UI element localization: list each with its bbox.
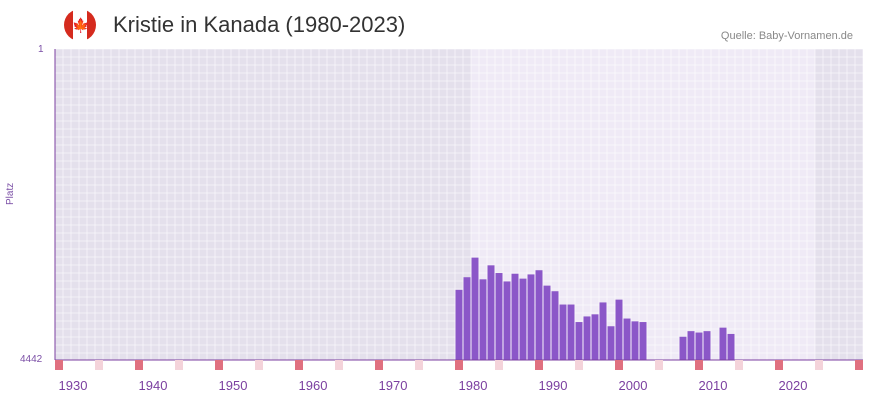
x-tick-1940: 1940 [139,378,168,393]
bar-1988 [535,270,543,360]
x-tick-2020: 2020 [779,378,808,393]
bar-2008 [695,332,703,360]
bar-1991 [559,304,567,360]
bar-1993 [575,322,583,360]
x-tick-2000: 2000 [619,378,648,393]
canada-flag-icon: 🍁 [64,9,96,41]
bar-2012 [727,333,735,360]
x-tick-1950: 1950 [219,378,248,393]
bar-2007 [687,331,695,360]
half-decade-marker [655,360,663,370]
y-tick-bottom: 4442 [20,354,43,365]
half-decade-marker [255,360,263,370]
bar-1979 [463,277,471,360]
x-tick-1930: 1930 [59,378,88,393]
bar-1982 [487,265,495,360]
half-decade-marker [575,360,583,370]
bar-1986 [519,278,527,360]
decade-marker [215,360,223,370]
decade-marker [535,360,543,370]
decade-marker [775,360,783,370]
decade-marker [135,360,143,370]
decade-marker [375,360,383,370]
decade-marker [295,360,303,370]
half-decade-marker [735,360,743,370]
half-decade-marker [415,360,423,370]
source-link[interactable]: Quelle: Baby-Vornamen.de [720,30,853,42]
bar-1989 [543,285,551,360]
bar-2001 [639,322,647,360]
half-decade-marker [495,360,503,370]
decade-marker [615,360,623,370]
x-tick-1980: 1980 [459,378,488,393]
bar-2006 [679,336,687,360]
half-decade-marker [335,360,343,370]
y-tick-top: 1 [38,44,44,55]
decade-marker [695,360,703,370]
bar-1978 [455,289,463,360]
bar-1992 [567,304,575,360]
bar-1987 [527,274,535,360]
bar-1997 [607,326,615,360]
decade-marker [855,360,863,370]
bar-1994 [583,316,591,360]
decade-marker [55,360,63,370]
chart-title: Kristie in Kanada (1980-2023) [113,12,406,37]
half-decade-marker [175,360,183,370]
bar-2009 [703,331,711,360]
bar-1990 [551,291,559,360]
bar-1980 [471,257,479,360]
x-tick-2010: 2010 [699,378,728,393]
x-tick-1990: 1990 [539,378,568,393]
bar-1983 [495,273,503,360]
bar-2011 [719,327,727,360]
bar-1996 [599,302,607,360]
bar-1995 [591,314,599,360]
bar-1985 [511,273,519,360]
x-tick-1970: 1970 [379,378,408,393]
decade-marker [455,360,463,370]
bar-1981 [479,279,487,360]
x-tick-1960: 1960 [299,378,328,393]
bar-1984 [503,281,511,360]
half-decade-marker [95,360,103,370]
bar-1998 [615,299,623,360]
bar-1999 [623,318,631,360]
bar-2000 [631,321,639,360]
half-decade-marker [815,360,823,370]
